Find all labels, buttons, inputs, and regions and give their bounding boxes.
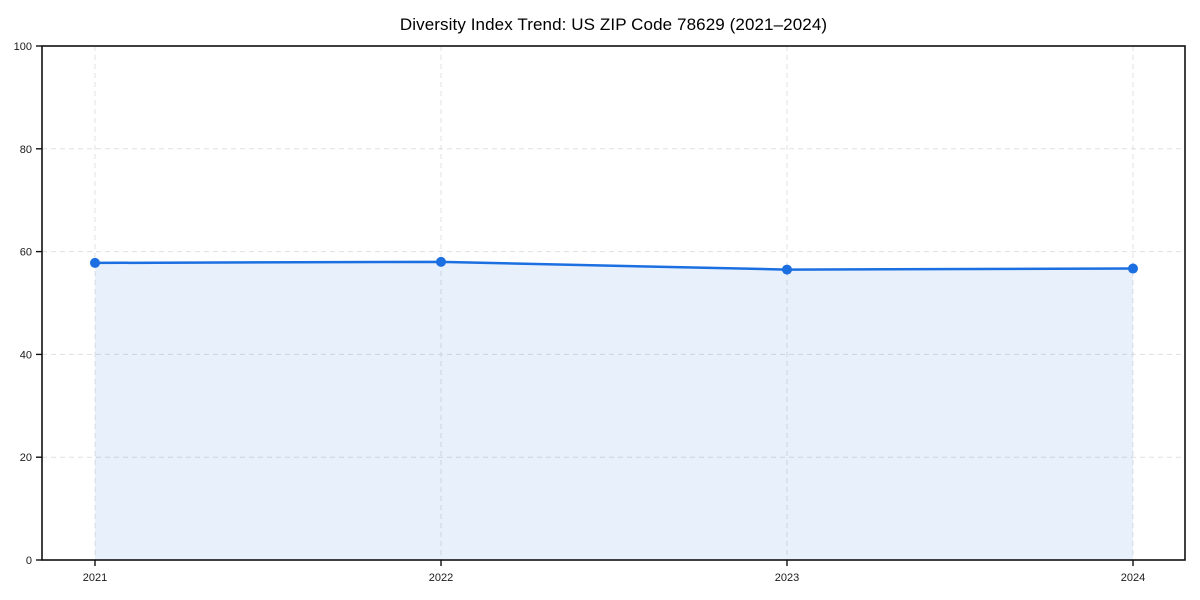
data-point-2024: [1128, 263, 1138, 274]
x-tick-label: 2021: [83, 572, 107, 584]
y-tick-label: 80: [20, 144, 32, 156]
x-tick-label: 2024: [1121, 572, 1145, 584]
y-tick-label: 0: [26, 555, 32, 567]
area-fill: [95, 261, 1133, 560]
y-tick-label: 40: [20, 349, 32, 361]
y-tick-label: 20: [20, 452, 32, 464]
x-tick-label: 2023: [775, 572, 799, 584]
trend-line: [93, 260, 1135, 271]
plot-border: [41, 45, 1186, 561]
data-point-2023: [782, 264, 792, 275]
y-tick-label: 60: [20, 247, 32, 259]
x-tick-label: 2022: [429, 572, 453, 584]
data-point-2022: [436, 256, 446, 267]
chart-title: Diversity Index Trend: US ZIP Code 78629…: [399, 15, 828, 34]
data-point-2021: [90, 257, 100, 268]
y-tick-label: 100: [14, 41, 32, 53]
